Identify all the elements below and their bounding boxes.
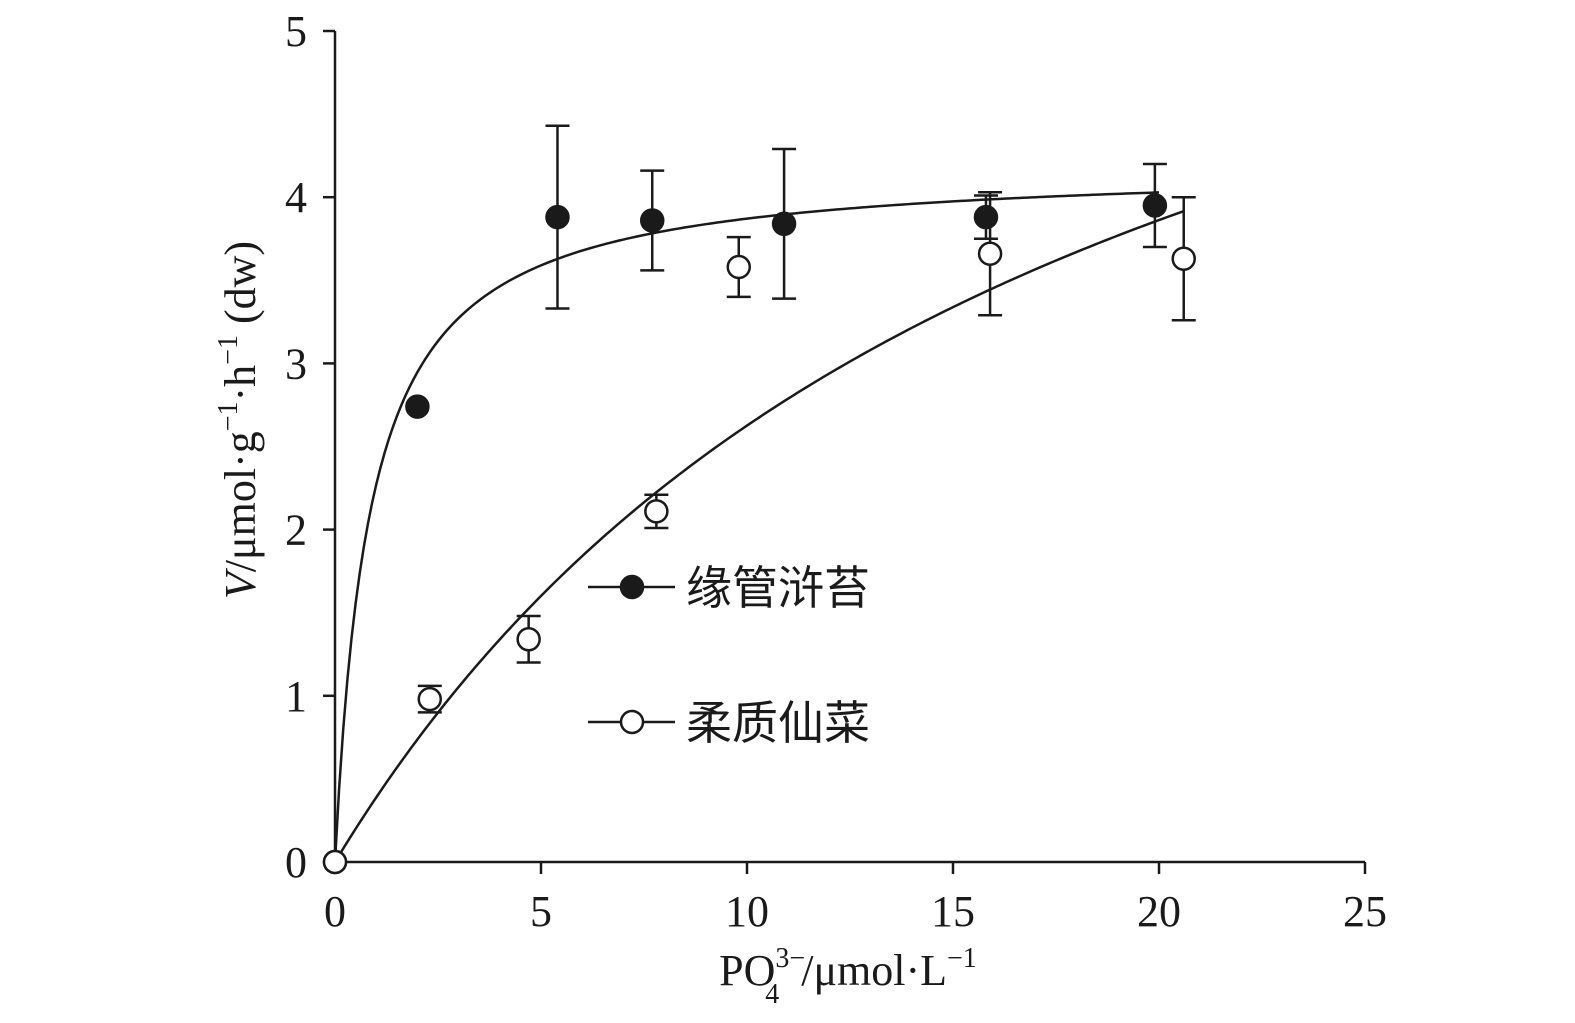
legend-label-series-1: 缘管浒苔	[686, 561, 870, 615]
x-tick-label: 25	[1343, 887, 1387, 936]
y-axis-label-text: (dw)	[216, 241, 265, 335]
filled-point-series-1	[639, 208, 665, 233]
filled-point-series-1	[405, 394, 430, 419]
y-tick-label: 3	[285, 339, 307, 388]
filled-point-series-1	[545, 204, 570, 230]
data-points	[322, 193, 1196, 875]
x-axis-label-sup: 3−	[775, 943, 805, 974]
axes: 0 5 10 15 20 25 0 1 2 3 4 5	[285, 7, 1387, 936]
fit-curves	[333, 191, 1185, 863]
y-axis-label-italic: V	[216, 567, 265, 599]
y-axis-label-text: ·h	[216, 365, 265, 402]
y-tick-label: 2	[285, 506, 307, 555]
y-tick-label: 0	[285, 838, 307, 887]
filled-point-series-1	[973, 204, 999, 230]
y-axis-label-sup: −1	[213, 401, 244, 431]
x-tick-label: 5	[530, 887, 552, 936]
x-axis-label-text: /μmol·L	[801, 946, 947, 995]
axis-labels: PO3−4/μmol·L−1V/μmol·g−1​·h−1​ (dw)	[213, 241, 977, 1010]
y-axis-label: V/μmol·g−1​·h−1​ (dw)	[213, 241, 265, 599]
x-tick-label: 20	[1137, 887, 1181, 936]
y-tick-label: 5	[285, 7, 307, 56]
open-point-series-2	[417, 686, 443, 712]
y-tick-label: 1	[285, 672, 307, 721]
open-point-series-2	[726, 254, 752, 280]
fit-curve-series-2	[333, 209, 1185, 863]
open-point-series-2	[322, 849, 348, 875]
x-axis-label-text: PO	[719, 946, 775, 995]
error-bars	[417, 124, 1196, 714]
y-tick-label: 4	[285, 173, 307, 222]
x-tick-label: 0	[324, 887, 346, 936]
open-point-series-2	[1171, 246, 1196, 271]
legend-label-series-2: 柔质仙菜	[686, 696, 870, 750]
legend-marker-series-1	[619, 574, 645, 600]
open-point-series-2	[644, 499, 669, 524]
x-tick-label: 15	[931, 887, 975, 936]
x-axis-label-sup: −1	[947, 943, 977, 974]
x-tick-label: 10	[725, 887, 769, 936]
y-axis-label-text: /μmol·g	[216, 431, 265, 572]
fit-curve-series-1	[333, 191, 1160, 863]
x-axis-label: PO3− 4/μmol·L−1	[719, 943, 977, 1010]
filled-point-series-1	[1142, 193, 1168, 218]
y-axis-label-sup: −1	[213, 335, 244, 365]
filled-point-series-1	[771, 211, 797, 237]
x-axis-label-sub: 4	[765, 979, 779, 1010]
open-point-series-2	[516, 627, 541, 652]
open-point-series-2	[977, 241, 1003, 266]
legend-marker-series-2	[619, 709, 645, 735]
